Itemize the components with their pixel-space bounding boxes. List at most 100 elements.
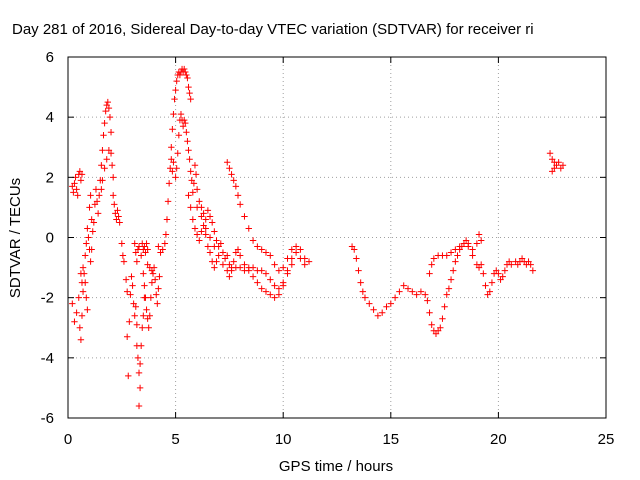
data-point [357, 279, 364, 286]
data-point [473, 240, 481, 247]
data-point [452, 246, 459, 253]
data-point [480, 270, 487, 277]
data-point [206, 249, 214, 256]
data-point [226, 165, 233, 172]
data-point [162, 231, 170, 238]
data-point [118, 240, 125, 247]
data-point [79, 264, 87, 271]
data-point [275, 285, 283, 292]
data-point [198, 228, 205, 235]
data-point [409, 288, 416, 295]
data-point [163, 216, 171, 223]
data-point [106, 113, 114, 121]
data-point [135, 402, 143, 410]
data-point [134, 354, 142, 362]
data-point [156, 273, 163, 280]
data-point [469, 252, 476, 259]
data-point [230, 258, 237, 265]
data-point [99, 147, 106, 154]
data-point [292, 243, 300, 250]
data-point [77, 270, 85, 277]
y-tick-label: -2 [41, 290, 54, 307]
data-point [98, 162, 105, 169]
data-point [149, 270, 157, 277]
data-point [69, 300, 76, 307]
data-point [441, 303, 448, 310]
data-point [169, 126, 176, 133]
data-point [186, 156, 193, 163]
data-point [182, 68, 189, 76]
data-point [86, 204, 93, 211]
data-point [88, 246, 95, 253]
data-point [165, 180, 173, 187]
data-point [249, 237, 257, 244]
x-tick-label: 20 [490, 431, 507, 448]
data-point [254, 243, 261, 250]
data-point [127, 291, 134, 298]
data-point [450, 267, 457, 274]
data-point [94, 210, 102, 217]
data-point [191, 225, 199, 232]
x-tick-label: 15 [382, 431, 399, 448]
data-point [190, 180, 198, 187]
data-point [136, 384, 144, 392]
data-point [224, 159, 231, 166]
data-point [170, 110, 177, 118]
data-point [426, 309, 433, 316]
data-point [254, 279, 261, 286]
data-point [258, 246, 265, 253]
data-point [131, 240, 138, 247]
data-point [122, 276, 130, 283]
data-point [262, 270, 270, 277]
data-point [267, 291, 274, 298]
y-tick-labels: -6 -4 -2 0 2 4 6 [41, 49, 54, 427]
data-point [120, 258, 128, 265]
data-point [126, 318, 133, 325]
data-point [529, 267, 537, 274]
data-point [206, 234, 214, 241]
data-point [208, 219, 216, 226]
data-point [176, 71, 184, 79]
data-point [224, 252, 231, 259]
data-point [297, 246, 304, 253]
data-point [147, 294, 155, 301]
data-point [189, 216, 197, 223]
y-tick-label: 4 [46, 109, 54, 126]
data-point [383, 303, 390, 310]
data-point [135, 369, 143, 377]
data-point [96, 192, 103, 199]
data-point [171, 95, 178, 103]
x-tick-label: 10 [275, 431, 292, 448]
data-point [241, 261, 248, 268]
data-point [508, 261, 515, 268]
data-point [280, 264, 287, 271]
x-axis-title: GPS time / hours [279, 458, 393, 475]
data-point [424, 297, 431, 304]
data-point [305, 258, 313, 265]
data-point [454, 252, 461, 259]
data-point [353, 255, 360, 262]
data-point [181, 116, 188, 124]
data-point [142, 294, 149, 301]
data-point [143, 240, 150, 247]
data-point [486, 288, 493, 295]
data-point [200, 222, 207, 229]
data-point [284, 255, 291, 262]
data-point [111, 201, 118, 208]
data-point [123, 333, 131, 340]
data-point [288, 261, 296, 268]
data-point [76, 324, 84, 331]
data-point [236, 252, 244, 259]
data-point [77, 177, 85, 184]
data-point [230, 177, 237, 184]
data-point [169, 168, 176, 175]
data-point [196, 198, 203, 205]
data-point [71, 318, 78, 325]
data-point [99, 177, 106, 184]
data-point [123, 288, 131, 295]
data-point [129, 282, 136, 289]
data-point [447, 276, 455, 283]
data-point [527, 261, 534, 268]
axis-ticks [67, 56, 607, 419]
data-point [177, 110, 185, 118]
